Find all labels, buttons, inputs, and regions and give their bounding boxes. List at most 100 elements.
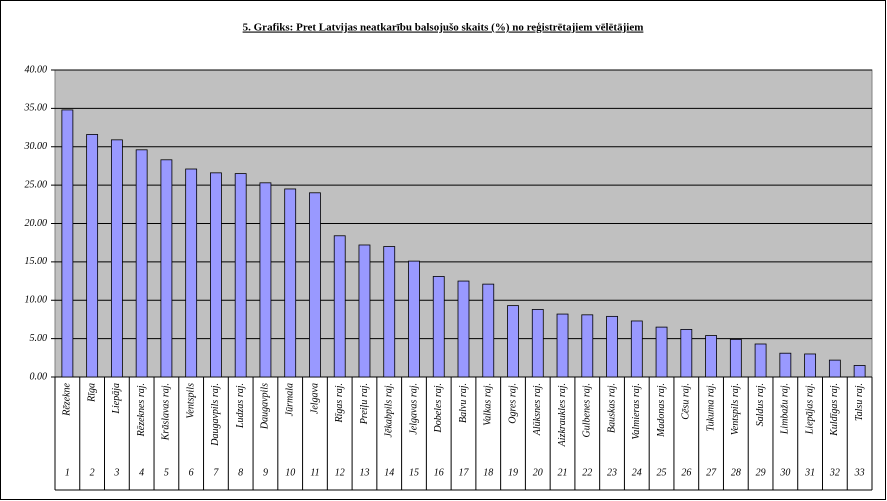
bar [110,139,123,378]
category-number: 30 [779,467,790,478]
x-tick-label: Alūksnes raj. [532,383,543,436]
bar [160,159,173,378]
x-tick-label: Valmieras raj. [631,383,642,440]
bar [86,134,99,378]
x-tick-label: Valkas raj. [483,383,494,426]
x-tick-label: Limbažu raj. [780,383,791,435]
category-number: 11 [310,467,319,478]
y-tick-label: 35.00 [24,103,48,114]
category-number: 17 [459,467,470,478]
bar [853,365,866,378]
x-tick-label: Gulbenes raj. [582,383,593,437]
category-number: 10 [285,467,295,478]
x-tick-label: Ogres raj. [507,383,518,424]
x-tick-label: Bauskas raj. [606,383,617,433]
category-number: 7 [213,467,219,478]
x-tick-label: Cēsu raj. [681,383,692,420]
bar [655,326,668,378]
bar [556,313,569,378]
bar [358,244,371,378]
bar [507,305,519,378]
category-number: 6 [189,467,194,478]
category-number: 12 [335,467,345,478]
x-tick-label: Krāslavas raj. [161,383,172,441]
x-tick-label: Liepājas raj. [804,383,815,435]
category-number: 25 [657,467,667,478]
y-tick-label: 15.00 [25,256,48,267]
bar [754,343,767,378]
x-tick-label: Liepāja [111,383,122,415]
bar [333,235,346,378]
x-tick-label: Daugavpils [260,383,271,430]
chart-title: 5. Grafiks: Pret Latvijas neatkarību bal… [243,22,644,34]
bar [408,260,420,378]
category-number: 14 [384,467,394,478]
x-tick-label: Rīga [86,383,97,403]
category-number: 23 [607,467,617,478]
category-number: 13 [359,467,369,478]
x-tick-label: Ventspils raj. [730,383,741,435]
bar [804,353,817,378]
x-tick-label: Ludzas raj. [235,383,246,429]
x-tick-label: Jelgavas raj. [408,383,419,435]
x-tick-label: Madonas raj. [656,383,667,438]
category-number: 19 [508,467,518,478]
x-tick-label: Rīgas raj. [334,383,345,423]
bar [606,315,618,378]
category-number: 8 [238,467,243,478]
y-tick-label: 20.00 [25,218,48,229]
y-tick-label: 25.00 [25,179,48,190]
x-tick-label: Jelgava [309,383,320,414]
y-tick-label: 40.00 [25,64,48,75]
bar [531,309,544,378]
x-tick-label: Balvu raj. [458,383,469,423]
category-number: 29 [756,467,766,478]
x-tick-label: Talsu raj. [854,383,865,421]
category-number: 22 [582,467,592,478]
bar [482,283,495,378]
x-tick-label: Jūrmala [284,383,295,416]
category-number: 16 [434,467,444,478]
category-number: 18 [483,467,493,478]
bar [457,280,470,378]
bar [185,168,198,378]
bar [779,352,792,378]
x-tick-label: Rēzekne [62,382,73,416]
bar [284,188,297,378]
category-number: 4 [139,467,144,478]
bar [210,172,222,378]
category-number: 21 [558,467,568,478]
category-number: 2 [90,467,95,478]
x-tick-label: Aizkraukles raj. [557,383,568,447]
y-tick-label: 30.00 [24,141,48,152]
category-number: 20 [533,467,543,478]
bar [581,314,594,378]
bar [234,173,247,378]
category-number: 28 [731,467,741,478]
y-tick-label: 0.00 [30,371,48,382]
bar [680,329,693,378]
category-number: 15 [409,467,419,478]
category-number: 32 [829,467,840,478]
bar [135,149,148,378]
bar [309,192,321,378]
x-tick-label: Rēzeknes raj. [136,383,147,437]
x-tick-label: Ventspils [185,383,196,419]
x-tick-label: Kuldīgas raj. [829,383,840,437]
y-tick-label: 10.00 [25,295,48,306]
category-number: 31 [804,467,815,478]
bar [259,182,272,378]
bar [705,335,717,378]
bar [383,246,396,378]
category-number: 9 [263,467,268,478]
x-tick-label: Daugavpils raj. [210,383,221,447]
category-number: 24 [632,467,642,478]
category-number: 27 [706,467,717,478]
x-tick-label: Preiļu raj. [359,383,370,425]
bar [61,109,74,378]
bar [729,338,742,378]
bar [630,320,643,378]
category-number: 5 [164,467,169,478]
x-tick-label: Dobeles raj. [433,383,444,433]
